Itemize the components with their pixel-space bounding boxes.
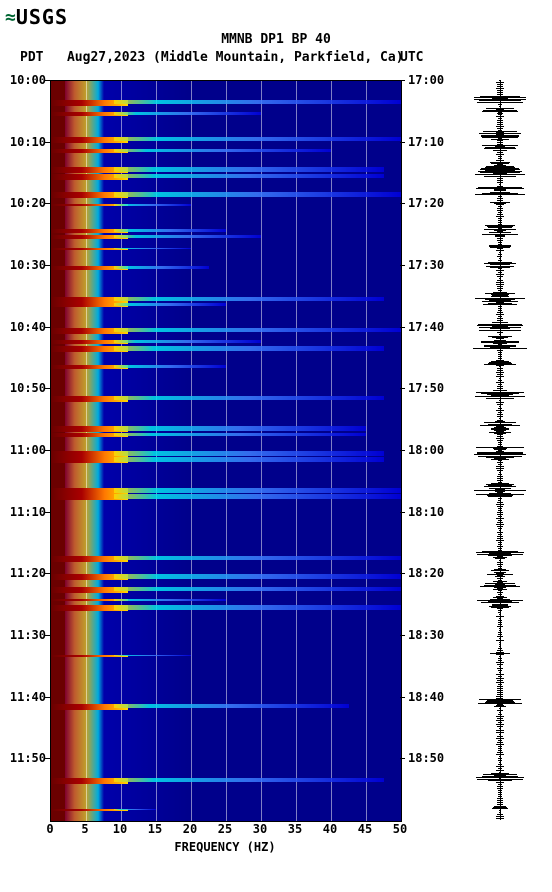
left-tick: 11:50 [10, 751, 46, 765]
right-tick: 17:40 [408, 320, 444, 334]
date-location: Aug27,2023 (Middle Mountain, Parkfield, … [67, 50, 404, 65]
right-tick: 18:20 [408, 566, 444, 580]
x-tick: 5 [81, 822, 88, 836]
x-tick: 40 [323, 822, 337, 836]
right-tick: 17:20 [408, 196, 444, 210]
x-tick: 25 [218, 822, 232, 836]
left-tick: 10:40 [10, 320, 46, 334]
left-axis-ticks: 10:0010:1010:2010:3010:4010:5011:0011:10… [0, 80, 48, 820]
left-tick: 10:20 [10, 196, 46, 210]
left-tick: 10:10 [10, 135, 46, 149]
right-tick: 17:00 [408, 73, 444, 87]
left-tick: 11:40 [10, 690, 46, 704]
x-tick: 35 [288, 822, 302, 836]
x-tick: 20 [183, 822, 197, 836]
right-axis-ticks: 17:0017:1017:2017:3017:4017:5018:0018:10… [403, 80, 451, 820]
x-tick: 15 [148, 822, 162, 836]
left-tick: 10:00 [10, 73, 46, 87]
x-tick: 0 [46, 822, 53, 836]
right-tick: 18:50 [408, 751, 444, 765]
right-tick: 18:40 [408, 690, 444, 704]
x-tick: 10 [113, 822, 127, 836]
x-tick: 45 [358, 822, 372, 836]
plot-title: MMNB DP1 BP 40 [0, 32, 552, 47]
right-tick: 18:00 [408, 443, 444, 457]
right-tick: 17:50 [408, 381, 444, 395]
x-tick: 30 [253, 822, 267, 836]
right-tick: 18:30 [408, 628, 444, 642]
left-tick: 11:20 [10, 566, 46, 580]
tz-left: PDT [20, 50, 43, 65]
x-tick: 50 [393, 822, 407, 836]
spectrogram-plot [50, 80, 402, 822]
logo-text: USGS [16, 5, 68, 29]
left-tick: 10:30 [10, 258, 46, 272]
right-tick: 18:10 [408, 505, 444, 519]
right-tick: 17:30 [408, 258, 444, 272]
tz-right: UTC [400, 50, 423, 65]
usgs-logo: ≈ USGS [5, 5, 68, 29]
left-tick: 11:00 [10, 443, 46, 457]
left-tick: 10:50 [10, 381, 46, 395]
x-axis-ticks: 05101520253035404550 [50, 822, 400, 840]
plot-subtitle: PDT Aug27,2023 (Middle Mountain, Parkfie… [20, 50, 404, 65]
x-axis-label: FREQUENCY (HZ) [50, 840, 400, 854]
right-tick: 17:10 [408, 135, 444, 149]
logo-wave-icon: ≈ [5, 7, 16, 28]
left-tick: 11:30 [10, 628, 46, 642]
waveform-trace [460, 80, 540, 820]
left-tick: 11:10 [10, 505, 46, 519]
